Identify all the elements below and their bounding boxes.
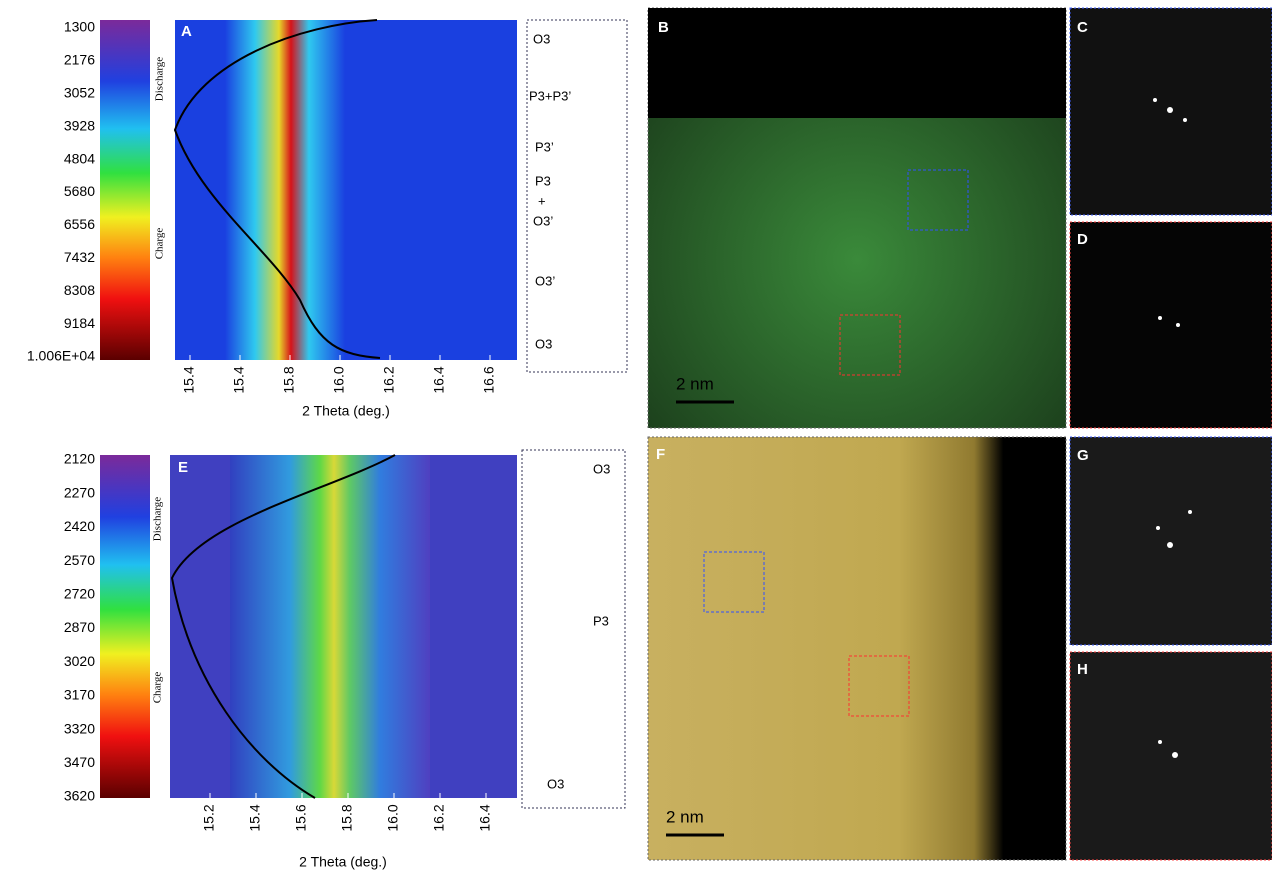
panel-label: G [1077, 447, 1089, 464]
phase-label: O3’ [533, 213, 553, 228]
roi-box [839, 314, 901, 376]
intensity-band [225, 20, 345, 360]
colorbar-tick-label: 2570 [64, 552, 95, 568]
panel-label: D [1077, 231, 1088, 248]
image-g [1069, 436, 1272, 646]
phase-label: P3 [593, 613, 609, 628]
x-axis-title: 2 Theta (deg.) [302, 403, 390, 419]
colorbar-tick-label: 3928 [64, 117, 95, 133]
x-tick-label: 16.2 [381, 366, 397, 393]
image-h [1069, 651, 1272, 861]
fft-spots [1153, 98, 1192, 758]
side-label: Discharge [152, 497, 164, 542]
colorbar-tick-label: 3320 [64, 720, 95, 736]
image-f [647, 436, 1067, 861]
x-tick-label: 15.4 [247, 804, 263, 831]
x-tick-label: 16.0 [331, 366, 347, 393]
phase-label: P3 [535, 173, 551, 188]
x-tick-label: 15.8 [339, 804, 355, 831]
x-tick-label: 15.8 [281, 366, 297, 393]
colorbar-tick-label: 6556 [64, 216, 95, 232]
panel-label: H [1077, 661, 1088, 678]
scale-label: 2 nm [666, 807, 704, 826]
panel-label: F [656, 446, 665, 463]
phase-label: O3 [547, 776, 564, 791]
intensity-band [230, 455, 430, 798]
phase-label: O3 [535, 336, 552, 351]
x-axis-title: 2 Theta (deg.) [299, 854, 387, 870]
phase-label: P3+P3’ [529, 88, 571, 103]
roi-box [703, 551, 765, 613]
voltage-curve [170, 454, 396, 799]
colorbar-tick-label: 1.006E+04 [27, 348, 95, 364]
colorbar-tick-label: 1300 [64, 19, 95, 35]
x-tick-label: 16.4 [431, 366, 447, 393]
colorbar [100, 455, 150, 798]
phase-label: O3’ [535, 273, 555, 288]
colorbar-tick-label: 3020 [64, 653, 95, 669]
colorbar-tick-label: 3052 [64, 85, 95, 101]
side-label: Charge [152, 672, 164, 704]
colorbar-tick-label: 2176 [64, 52, 95, 68]
phase-label: P3’ [535, 139, 554, 154]
colorbar-tick-label: 8308 [64, 282, 95, 298]
voltage-curve [173, 19, 381, 359]
image-d [1069, 221, 1272, 429]
side-label: Charge [154, 228, 166, 260]
colorbar-tick-label: 3170 [64, 687, 95, 703]
x-tick-label: 15.2 [201, 804, 217, 831]
colorbar-tick-label: 7432 [64, 249, 95, 265]
x-tick-label: 16.2 [431, 804, 447, 831]
x-tick-label: 15.4 [181, 366, 197, 393]
colorbar-tick-label: 2420 [64, 518, 95, 534]
colorbar-tick-label: 5680 [64, 183, 95, 199]
x-tick-label: 16.4 [477, 804, 493, 831]
phase-label: + [538, 193, 546, 208]
panel-label: E [178, 459, 188, 476]
colorbar-tick-label: 2270 [64, 484, 95, 500]
x-tick-label: 16.6 [481, 366, 497, 393]
colorbar-tick-label: 2870 [64, 619, 95, 635]
colorbar [100, 20, 150, 360]
colorbar-tick-label: 4804 [64, 150, 95, 166]
x-tick-label: 16.0 [385, 804, 401, 831]
structure-box [526, 19, 628, 373]
x-tick-label: 15.4 [231, 366, 247, 393]
roi-box [907, 169, 969, 231]
panel-label: A [181, 23, 192, 40]
side-label: Discharge [154, 57, 166, 102]
panel-label: B [658, 19, 669, 36]
colorbar-tick-label: 3470 [64, 754, 95, 770]
image-b-dark [648, 8, 1066, 118]
roi-box [848, 655, 910, 717]
phase-label: O3 [593, 461, 610, 476]
colorbar-tick-label: 2720 [64, 586, 95, 602]
colorbar-tick-label: 9184 [64, 315, 95, 331]
panel-label: C [1077, 19, 1088, 36]
x-tick-label: 15.6 [293, 804, 309, 831]
scale-label: 2 nm [676, 374, 714, 393]
colorbar-tick-label: 2120 [64, 451, 95, 467]
phase-label: O3 [533, 31, 550, 46]
structure-box [521, 449, 626, 809]
colorbar-tick-label: 3620 [64, 788, 95, 804]
